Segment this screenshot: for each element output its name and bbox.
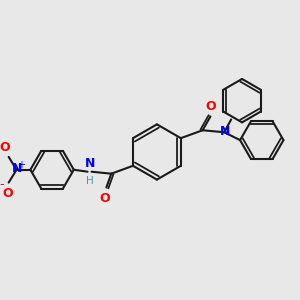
Text: O: O — [2, 188, 13, 200]
Text: N: N — [220, 125, 230, 138]
Text: O: O — [0, 141, 10, 154]
Text: N: N — [11, 162, 22, 175]
Text: H: H — [86, 176, 94, 186]
Text: O: O — [99, 192, 110, 206]
Text: +: + — [17, 160, 26, 170]
Text: N: N — [84, 157, 95, 170]
Text: O: O — [205, 100, 216, 112]
Text: -: - — [0, 178, 4, 191]
